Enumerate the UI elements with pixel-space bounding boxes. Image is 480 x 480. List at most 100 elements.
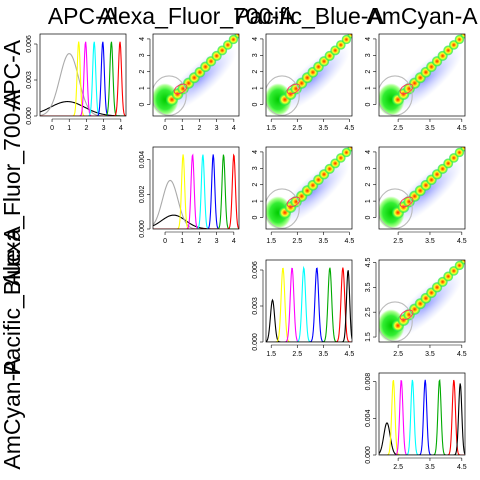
scatter-x-axis-1-tick-label: 3.5 bbox=[318, 125, 328, 132]
scatter-panel-4 bbox=[379, 147, 465, 229]
scatter-y-axis-4-tick-label: 1 bbox=[365, 199, 372, 203]
scatter-x-axis-3-tick-label: 1.5 bbox=[266, 238, 276, 245]
bead-hotspot bbox=[460, 147, 465, 152]
scatter-x-axis-0-tick-label: 2 bbox=[197, 125, 201, 132]
density-x-axis-3: 2.5 3.5 4.5 bbox=[393, 457, 467, 471]
density-y-axis-2-tick-label: 0.006 bbox=[252, 261, 259, 279]
scatter-y-axis-2-tick-label: 0 bbox=[365, 102, 372, 106]
scatter-x-axis-1: 1.5 2.5 3.5 4.5 bbox=[266, 118, 355, 132]
density-x-axis-2-tick-label: 3.5 bbox=[318, 351, 328, 358]
scatter-y-axis-0-tick-label: 0 bbox=[139, 102, 146, 106]
gate-ellipse bbox=[379, 188, 413, 229]
density-y-axis-2-tick-label: 0.000 bbox=[252, 333, 259, 351]
density-panel-1 bbox=[153, 153, 239, 229]
scatter-x-axis-5-tick-label: 4.5 bbox=[457, 351, 467, 358]
scatter-y-axis-4-tick-label: 2 bbox=[365, 183, 372, 187]
density-x-axis-2-tick-label: 2.5 bbox=[292, 351, 302, 358]
density-y-axis-3-tick-label: 0.000 bbox=[365, 446, 372, 464]
scatter-x-axis-2: 2.5 3.5 4.5 bbox=[393, 118, 467, 132]
density-y-axis-1: 0.000 0.002 0.004 bbox=[139, 151, 151, 238]
panel-frame bbox=[39, 33, 127, 117]
scatter-y-axis-3-tick-label: 4 bbox=[252, 150, 259, 154]
scatter-y-axis-0: 0 1 2 3 4 bbox=[139, 37, 151, 106]
density-y-axis-3-tick-label: 0.008 bbox=[365, 373, 372, 391]
gate-contour bbox=[286, 83, 301, 95]
scatter-y-axis-4-tick-label: 3 bbox=[365, 166, 372, 170]
column-title-1: Alexa_Fluor_700-A bbox=[98, 3, 296, 29]
column-title-2: Pacific_Blue-A bbox=[234, 3, 384, 29]
panel-frame bbox=[378, 259, 466, 343]
density-curve bbox=[40, 41, 126, 116]
density-x-axis-0: 0 1 2 3 4 bbox=[50, 118, 123, 132]
density-y-axis-1-tick-label: 0.002 bbox=[139, 185, 146, 203]
scatter-y-axis-0-tick-label: 1 bbox=[139, 86, 146, 90]
density-x-axis-3-tick-label: 3.5 bbox=[425, 464, 435, 471]
column-title-0: APC-A bbox=[48, 3, 119, 29]
scatter-y-axis-2-tick-label: 4 bbox=[365, 37, 372, 41]
row-title-2: Pacific_Blue-A bbox=[0, 226, 25, 376]
density-curve bbox=[266, 267, 352, 342]
scatter-y-axis-5-tick-label: 3.5 bbox=[365, 282, 372, 292]
scatter-panel-2 bbox=[379, 34, 465, 116]
density-curve bbox=[40, 41, 126, 116]
scatter-y-axis-1: 0 1 2 3 4 bbox=[252, 37, 264, 106]
scatter-x-axis-4: 2.5 3.5 4.5 bbox=[393, 231, 467, 245]
density-x-axis-1: 0 1 2 3 4 bbox=[163, 231, 236, 245]
density-x-axis-2: 1.5 2.5 3.5 4.5 bbox=[266, 344, 355, 358]
scatter-y-axis-5: 1.5 2.5 3.5 4.5 bbox=[365, 258, 377, 342]
bead-hotspot bbox=[347, 147, 352, 152]
scatter-x-axis-2-tick-label: 4.5 bbox=[457, 125, 467, 132]
scatter-y-axis-2: 0 1 2 3 4 bbox=[365, 37, 377, 106]
scatter-x-axis-3-tick-label: 3.5 bbox=[318, 238, 328, 245]
density-curve bbox=[266, 267, 352, 342]
scatter-y-axis-0-tick-label: 2 bbox=[139, 70, 146, 74]
gate-ellipse bbox=[266, 188, 300, 229]
scatter-y-axis-2-tick-label: 3 bbox=[365, 53, 372, 57]
density-y-axis-0-tick-label: 0.006 bbox=[26, 35, 33, 53]
scatter-x-axis-5-tick-label: 2.5 bbox=[393, 351, 403, 358]
gate-ellipse bbox=[379, 75, 413, 116]
density-y-axis-3: 0.000 0.004 0.008 bbox=[365, 373, 377, 464]
density-x-axis-2-tick-label: 1.5 bbox=[266, 351, 276, 358]
column-title-3: AmCyan-A bbox=[366, 3, 478, 29]
gate-contour bbox=[173, 83, 188, 95]
density-y-axis-0-tick-label: 0.003 bbox=[26, 71, 33, 89]
density-curve bbox=[40, 41, 126, 116]
panel-frame bbox=[378, 146, 466, 230]
density-panel-3 bbox=[379, 378, 465, 455]
scatter-x-axis-3-tick-label: 4.5 bbox=[345, 238, 355, 245]
scatter-x-axis-2-tick-label: 3.5 bbox=[425, 125, 435, 132]
density-x-axis-2-tick-label: 4.5 bbox=[345, 351, 355, 358]
gate-contour bbox=[399, 83, 414, 95]
density-curve bbox=[153, 153, 239, 229]
scatter-y-axis-5-tick-label: 1.5 bbox=[365, 332, 372, 342]
density-y-axis-0: 0.000 0.003 0.006 bbox=[26, 35, 38, 125]
gate-contour bbox=[399, 196, 414, 208]
density-x-axis-1-tick-label: 1 bbox=[180, 238, 184, 245]
gate-contour bbox=[286, 196, 301, 208]
scatter-y-axis-2-tick-label: 1 bbox=[365, 86, 372, 90]
bead-hotspot bbox=[347, 34, 352, 39]
scatter-y-axis-5-tick-label: 2.5 bbox=[365, 307, 372, 317]
scatter-y-axis-3-tick-label: 3 bbox=[252, 166, 259, 170]
scatter-y-axis-1-tick-label: 4 bbox=[252, 37, 259, 41]
scatter-x-axis-0: 0 1 2 3 4 bbox=[163, 118, 236, 132]
scatter-x-axis-3-tick-label: 2.5 bbox=[292, 238, 302, 245]
gate-ellipse bbox=[266, 75, 300, 116]
scatter-x-axis-3: 1.5 2.5 3.5 4.5 bbox=[266, 231, 355, 245]
scatter-x-axis-1-tick-label: 1.5 bbox=[266, 125, 276, 132]
density-panel-2 bbox=[266, 265, 352, 342]
scatter-x-axis-0-tick-label: 3 bbox=[215, 125, 219, 132]
density-curve bbox=[379, 379, 465, 455]
panel-frame bbox=[152, 146, 240, 230]
panel-frame bbox=[378, 372, 466, 456]
scatter-y-axis-3-tick-label: 2 bbox=[252, 183, 259, 187]
panel-frame bbox=[378, 33, 466, 117]
scatter-x-axis-0-tick-label: 4 bbox=[232, 125, 236, 132]
gate-ellipse bbox=[379, 301, 413, 342]
scatter-x-axis-4-tick-label: 3.5 bbox=[425, 238, 435, 245]
density-x-axis-1-tick-label: 4 bbox=[232, 238, 236, 245]
scatter-x-axis-1-tick-label: 4.5 bbox=[345, 125, 355, 132]
density-x-axis-3-tick-label: 4.5 bbox=[457, 464, 467, 471]
scatter-y-axis-0-tick-label: 3 bbox=[139, 53, 146, 57]
